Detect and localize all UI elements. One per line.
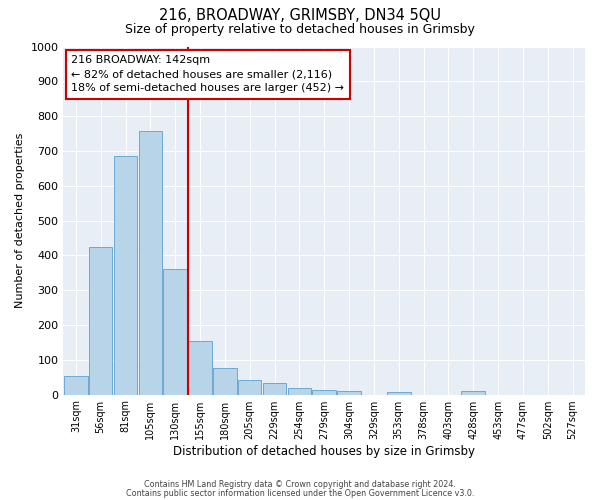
X-axis label: Distribution of detached houses by size in Grimsby: Distribution of detached houses by size …: [173, 444, 475, 458]
Y-axis label: Number of detached properties: Number of detached properties: [15, 133, 25, 308]
Bar: [213, 368, 236, 394]
Bar: [89, 246, 112, 394]
Bar: [139, 131, 162, 394]
Bar: [64, 376, 88, 394]
Text: Size of property relative to detached houses in Grimsby: Size of property relative to detached ho…: [125, 22, 475, 36]
Bar: [313, 390, 336, 394]
Bar: [114, 156, 137, 394]
Bar: [461, 391, 485, 394]
Text: 216, BROADWAY, GRIMSBY, DN34 5QU: 216, BROADWAY, GRIMSBY, DN34 5QU: [159, 8, 441, 22]
Text: 216 BROADWAY: 142sqm
← 82% of detached houses are smaller (2,116)
18% of semi-de: 216 BROADWAY: 142sqm ← 82% of detached h…: [71, 55, 344, 93]
Bar: [163, 268, 187, 394]
Bar: [238, 380, 262, 394]
Text: Contains public sector information licensed under the Open Government Licence v3: Contains public sector information licen…: [126, 488, 474, 498]
Bar: [387, 392, 410, 394]
Bar: [337, 391, 361, 394]
Bar: [188, 340, 212, 394]
Text: Contains HM Land Registry data © Crown copyright and database right 2024.: Contains HM Land Registry data © Crown c…: [144, 480, 456, 489]
Bar: [287, 388, 311, 394]
Bar: [263, 384, 286, 394]
